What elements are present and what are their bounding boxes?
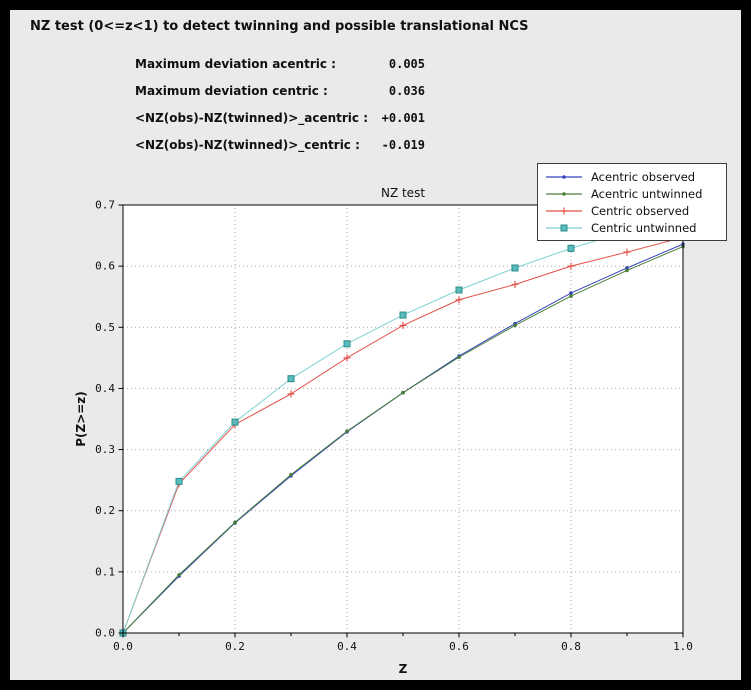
stat-row-max-deviation-acentric: Maximum deviation acentric : 0.005 <box>135 50 425 77</box>
y-tick-label: 0.4 <box>95 382 115 395</box>
x-axis-label: Z <box>399 662 408 676</box>
x-tick-label: 1.0 <box>673 640 693 653</box>
stat-value: +0.001 <box>381 110 425 125</box>
stat-row-nz-diff-centric: <NZ(obs)-NZ(twinned)>_centric : -0.019 <box>135 131 425 158</box>
stat-label: <NZ(obs)-NZ(twinned)>_acentric : <box>135 110 368 125</box>
result-panel: NZ test (0<=z<1) to detect twinning and … <box>10 10 741 680</box>
stat-row-max-deviation-centric: Maximum deviation centric : 0.036 <box>135 77 425 104</box>
stat-row-nz-diff-acentric: <NZ(obs)-NZ(twinned)>_acentric : +0.001 <box>135 104 425 131</box>
chart-legend: Acentric observed Acentric untwinned Cen… <box>537 163 727 241</box>
nz-test-plot: 0.0 0.2 0.4 0.6 0.8 1.0 0.0 0.1 0.2 0.3 0.4 0.5 0.6 0… <box>74 186 693 676</box>
x-tick-label: 0.2 <box>225 640 245 653</box>
legend-swatch-acentric-observed-line <box>546 174 582 179</box>
x-tick-label: 0.6 <box>449 640 469 653</box>
legend-label: Acentric untwinned <box>591 186 703 201</box>
y-tick-label: 0.2 <box>95 504 115 517</box>
legend-swatch-acentric-untwinned-line <box>546 191 582 196</box>
y-tick-label: 0.5 <box>95 321 115 334</box>
stats-block: Maximum deviation acentric : 0.005 Maxim… <box>135 50 425 158</box>
legend-item-acentric-observed: Acentric observed <box>544 168 722 185</box>
stat-value: -0.019 <box>381 137 425 152</box>
x-tick-label: 0.4 <box>337 640 357 653</box>
page-title: NZ test (0<=z<1) to detect twinning and … <box>30 19 529 34</box>
y-tick-label: 0.1 <box>95 565 115 578</box>
legend-item-centric-observed: Centric observed <box>544 202 722 219</box>
y-tick-label: 0.3 <box>95 443 115 456</box>
legend-label: Centric untwinned <box>591 220 697 235</box>
y-tick-label: 0.0 <box>95 627 115 640</box>
x-tick-label: 0.0 <box>113 640 133 653</box>
legend-item-acentric-untwinned: Acentric untwinned <box>544 185 722 202</box>
chart-title: NZ test <box>381 186 425 200</box>
x-tick-label: 0.8 <box>561 640 581 653</box>
plot-area <box>123 205 683 633</box>
stat-label: Maximum deviation acentric : <box>135 56 336 71</box>
legend-label: Acentric observed <box>591 169 696 184</box>
y-tick-label: 0.7 <box>95 199 115 212</box>
stat-value: 0.005 <box>388 56 425 71</box>
stat-label: Maximum deviation centric : <box>135 83 328 98</box>
legend-swatch-centric-untwinned-line <box>546 224 582 231</box>
y-axis-label: P(Z>=z) <box>74 391 88 447</box>
legend-label: Centric observed <box>591 203 690 218</box>
stat-label: <NZ(obs)-NZ(twinned)>_centric : <box>135 137 360 152</box>
legend-swatch-centric-observed-line <box>546 207 582 214</box>
axes-ticks: 0.0 0.2 0.4 0.6 0.8 1.0 0.0 0.1 0.2 0.3 0.4 0.5 0.6 0… <box>95 199 693 654</box>
legend-item-centric-untwinned: Centric untwinned <box>544 219 722 236</box>
stat-value: 0.036 <box>388 83 425 98</box>
y-tick-label: 0.6 <box>95 260 115 273</box>
